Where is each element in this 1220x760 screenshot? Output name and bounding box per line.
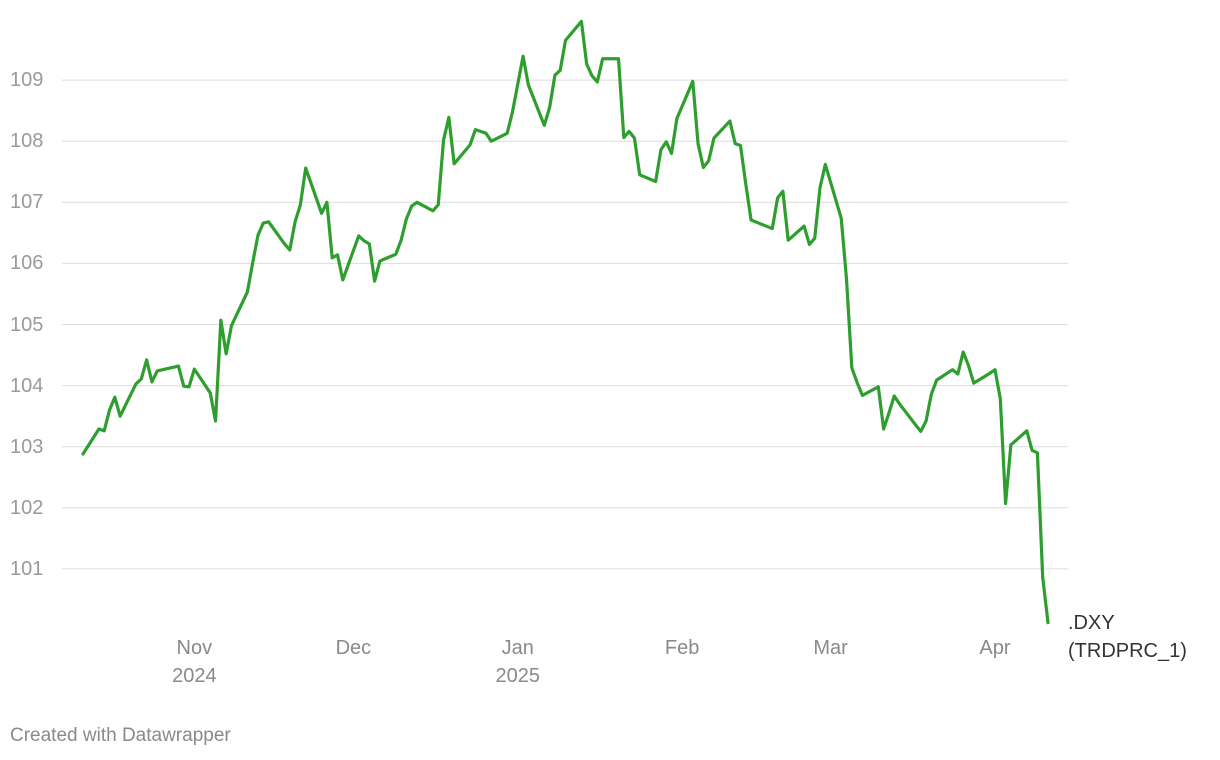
y-tick-label: 109 [10, 69, 44, 92]
x-tick-label: Apr [979, 637, 1011, 659]
y-tick-label: 104 [10, 374, 44, 397]
y-tick-label: 102 [10, 496, 44, 519]
data-line [81, 19, 1050, 625]
y-tick-label: 105 [10, 313, 44, 336]
y-tick-label: 107 [10, 191, 44, 214]
y-tick-label: 106 [10, 252, 44, 275]
footer: Created with Datawrapper [10, 725, 231, 746]
x-tick-label: Mar [813, 637, 848, 659]
x-tick-label: Jan 2025 [495, 637, 541, 687]
x-tick-label: Nov 2024 [172, 637, 217, 687]
x-tick-label: Feb [664, 637, 700, 659]
y-tick-label: 103 [10, 435, 44, 458]
y-tick-label: 108 [10, 130, 44, 153]
y-tick-label: 101 [10, 557, 44, 580]
x-tick-label: Dec [335, 637, 372, 659]
series-label: .DXY (TRDPRC_1) [1068, 611, 1187, 662]
